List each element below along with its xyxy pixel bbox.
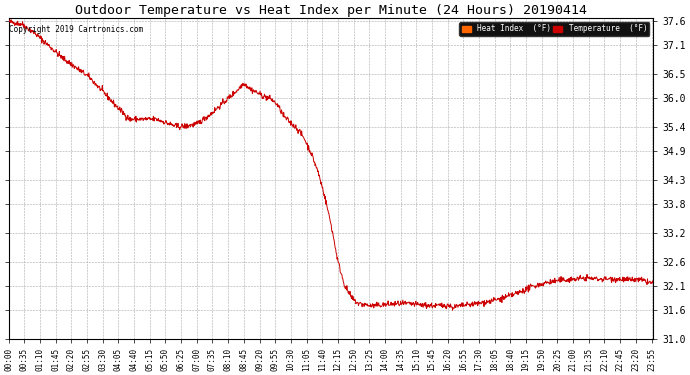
Legend: Heat Index  (°F), Temperature  (°F): Heat Index (°F), Temperature (°F) bbox=[460, 22, 649, 36]
Text: Copyright 2019 Cartronics.com: Copyright 2019 Cartronics.com bbox=[9, 25, 144, 34]
Title: Outdoor Temperature vs Heat Index per Minute (24 Hours) 20190414: Outdoor Temperature vs Heat Index per Mi… bbox=[75, 4, 587, 17]
